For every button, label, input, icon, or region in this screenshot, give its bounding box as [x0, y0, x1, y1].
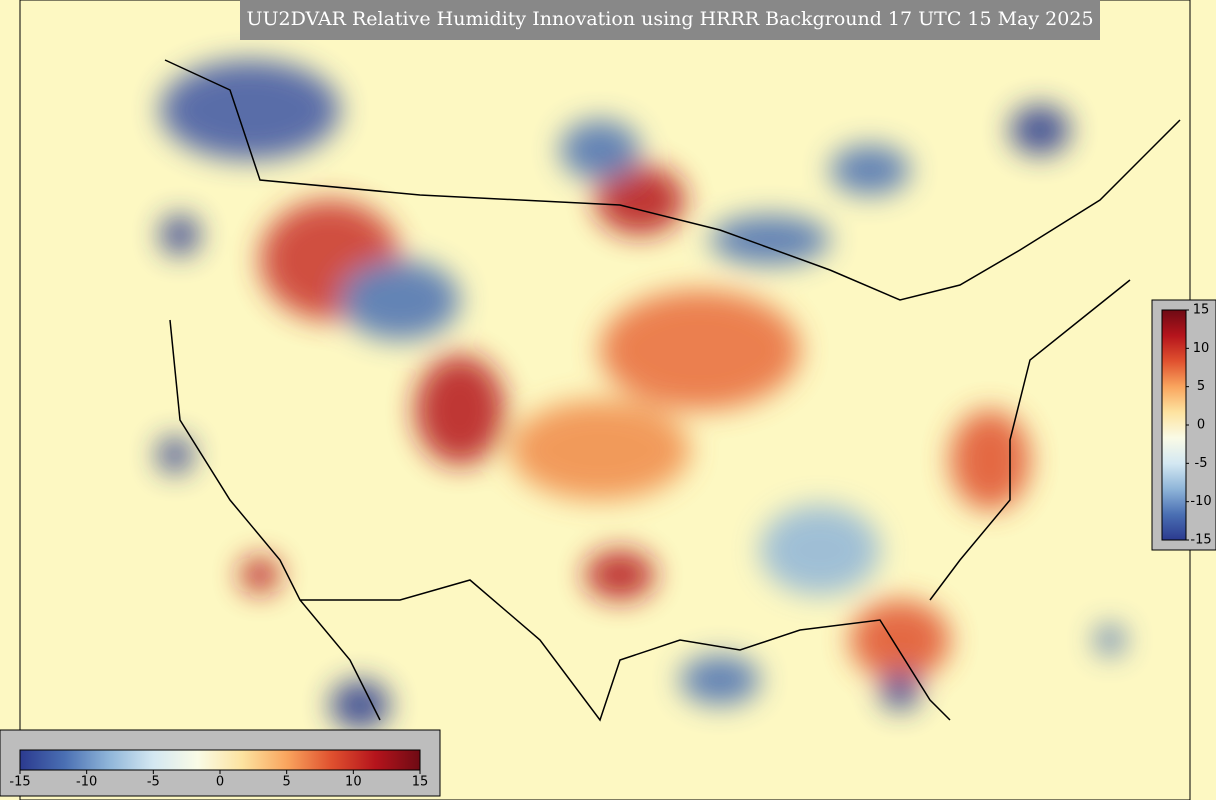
colorbar-tick-label: 15 — [412, 775, 429, 790]
colorbar-tick-label: -15 — [1190, 533, 1211, 548]
colorbar-tick-label: -5 — [147, 775, 160, 790]
colorbar-tick-label: -15 — [9, 775, 30, 790]
colorbar-tick-label: 10 — [345, 775, 362, 790]
title-box — [240, 0, 1100, 40]
colorbar-tick-label: -10 — [1190, 494, 1211, 509]
colorbar-tick-label: 0 — [216, 775, 224, 790]
colorbar-tick-label: 0 — [1197, 418, 1205, 433]
map-title: UU2DVAR Relative Humidity Innovation usi… — [246, 8, 1093, 30]
colorbar-tick-label: -10 — [76, 775, 97, 790]
colorbar-tick-label: 5 — [283, 775, 291, 790]
colorbar-tick-label: 10 — [1193, 341, 1210, 356]
colorbar-tick-label: -5 — [1195, 456, 1208, 471]
colorbar — [1161, 309, 1187, 541]
coastline — [164, 59, 1181, 722]
colorbar-tick-label: 15 — [1193, 303, 1210, 318]
colorbar — [19, 749, 421, 771]
colorbar-tick-label: 5 — [1197, 379, 1205, 394]
